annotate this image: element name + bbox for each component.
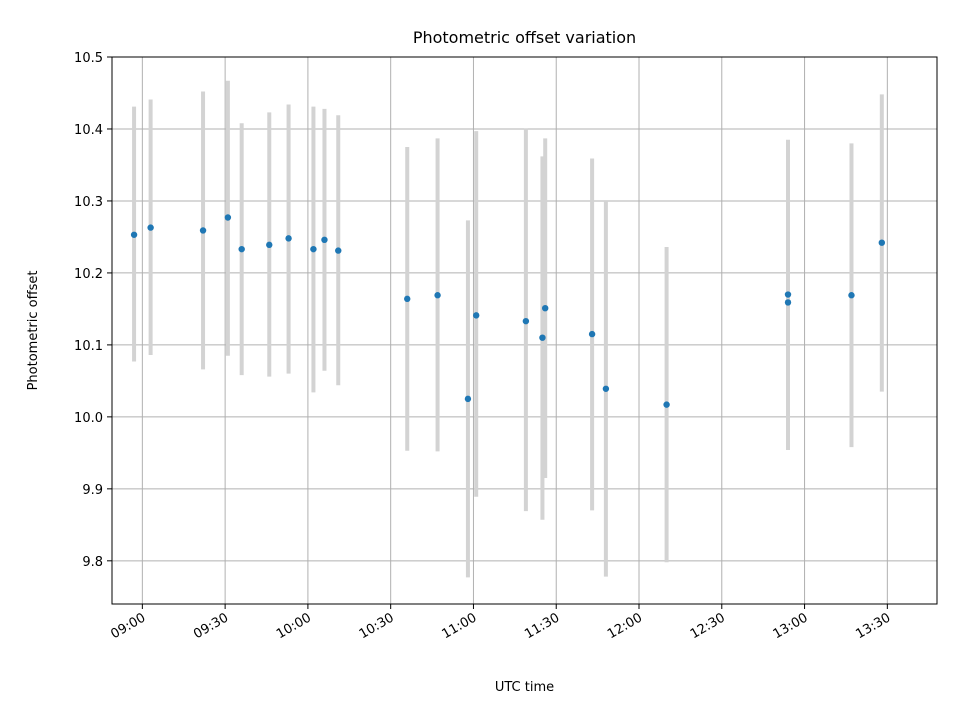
- x-tick-label: 13:30: [853, 610, 893, 642]
- y-tick-label: 10.1: [74, 339, 103, 354]
- point-layer: [130, 214, 886, 408]
- x-tick-label: 11:30: [522, 610, 562, 642]
- x-tick-label: 13:00: [771, 610, 811, 642]
- x-tick-label: 09:00: [108, 610, 148, 642]
- data-point: [541, 304, 549, 312]
- y-axis-label: Photometric offset: [26, 271, 41, 391]
- y-tick-label: 9.8: [82, 555, 103, 570]
- chart-title: Photometric offset variation: [413, 28, 636, 47]
- data-point: [130, 231, 138, 238]
- x-tick-label: 12:30: [688, 610, 728, 642]
- data-point: [404, 295, 411, 303]
- y-axis-ticks: 9.8 9.9 10.0 10.1 10.2 10.3 10.4 10.5: [74, 51, 112, 570]
- data-point: [784, 299, 792, 306]
- data-point: [310, 245, 317, 253]
- data-point: [266, 241, 273, 249]
- data-point: [285, 235, 292, 242]
- data-point: [199, 227, 207, 234]
- errorbar-layer: [132, 80, 884, 578]
- axes-frame: [111, 56, 938, 605]
- data-point: [588, 330, 596, 338]
- data-point: [224, 214, 232, 221]
- data-point: [335, 247, 342, 254]
- data-point: [238, 245, 245, 253]
- y-tick-label: 10.4: [74, 123, 103, 138]
- x-tick-label: 10:00: [274, 610, 314, 642]
- data-point: [464, 395, 472, 403]
- y-tick-label: 10.2: [74, 267, 103, 282]
- data-point: [602, 385, 610, 392]
- data-point: [434, 292, 441, 299]
- y-tick-label: 10.3: [74, 195, 103, 210]
- data-point: [147, 224, 154, 231]
- data-point: [878, 239, 886, 246]
- data-point: [522, 317, 530, 325]
- y-tick-label: 10.0: [74, 411, 103, 426]
- y-tick-label: 10.5: [74, 51, 103, 66]
- x-tick-label: 09:30: [191, 610, 231, 642]
- data-point: [473, 312, 480, 319]
- x-axis-label: UTC time: [495, 680, 554, 695]
- data-point: [848, 292, 855, 299]
- data-point: [784, 291, 792, 298]
- x-tick-label: 11:00: [440, 610, 480, 642]
- data-point: [321, 236, 328, 244]
- data-point: [663, 401, 670, 408]
- y-tick-label: 9.9: [82, 483, 103, 498]
- data-point: [539, 334, 546, 341]
- x-tick-label: 12:00: [605, 610, 645, 642]
- x-tick-label: 10:30: [357, 610, 397, 642]
- x-axis-ticks: 09:00 09:30 10:00 10:30 11:00 11:30 12:00 12:30…: [108, 604, 893, 642]
